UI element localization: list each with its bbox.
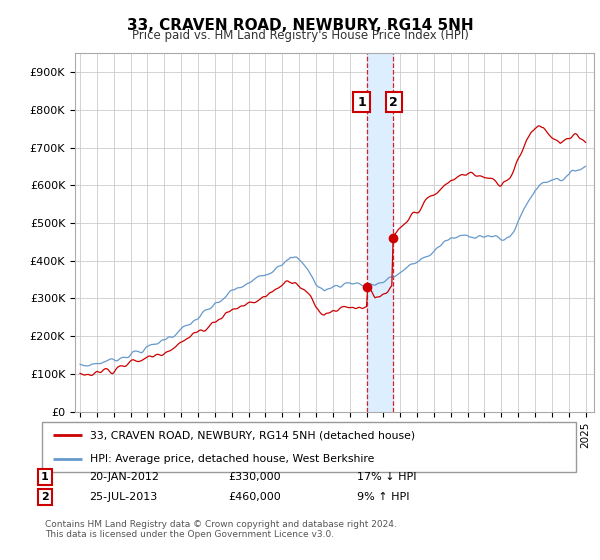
Text: 25-JUL-2013: 25-JUL-2013 bbox=[89, 492, 157, 502]
Text: 33, CRAVEN ROAD, NEWBURY, RG14 5NH (detached house): 33, CRAVEN ROAD, NEWBURY, RG14 5NH (deta… bbox=[90, 430, 415, 440]
Text: 2: 2 bbox=[41, 492, 49, 502]
Text: 1: 1 bbox=[41, 472, 49, 482]
Text: 9% ↑ HPI: 9% ↑ HPI bbox=[357, 492, 409, 502]
Text: 33, CRAVEN ROAD, NEWBURY, RG14 5NH: 33, CRAVEN ROAD, NEWBURY, RG14 5NH bbox=[127, 18, 473, 33]
Text: Contains HM Land Registry data © Crown copyright and database right 2024.
This d: Contains HM Land Registry data © Crown c… bbox=[45, 520, 397, 539]
Text: 1: 1 bbox=[357, 96, 366, 109]
Text: 2: 2 bbox=[389, 96, 398, 109]
FancyBboxPatch shape bbox=[42, 422, 576, 472]
Text: Price paid vs. HM Land Registry's House Price Index (HPI): Price paid vs. HM Land Registry's House … bbox=[131, 29, 469, 42]
Bar bbox=[367, 53, 393, 412]
Text: 17% ↓ HPI: 17% ↓ HPI bbox=[357, 472, 416, 482]
Text: £460,000: £460,000 bbox=[228, 492, 281, 502]
Text: HPI: Average price, detached house, West Berkshire: HPI: Average price, detached house, West… bbox=[90, 454, 374, 464]
Text: 20-JAN-2012: 20-JAN-2012 bbox=[89, 472, 159, 482]
Text: £330,000: £330,000 bbox=[228, 472, 281, 482]
